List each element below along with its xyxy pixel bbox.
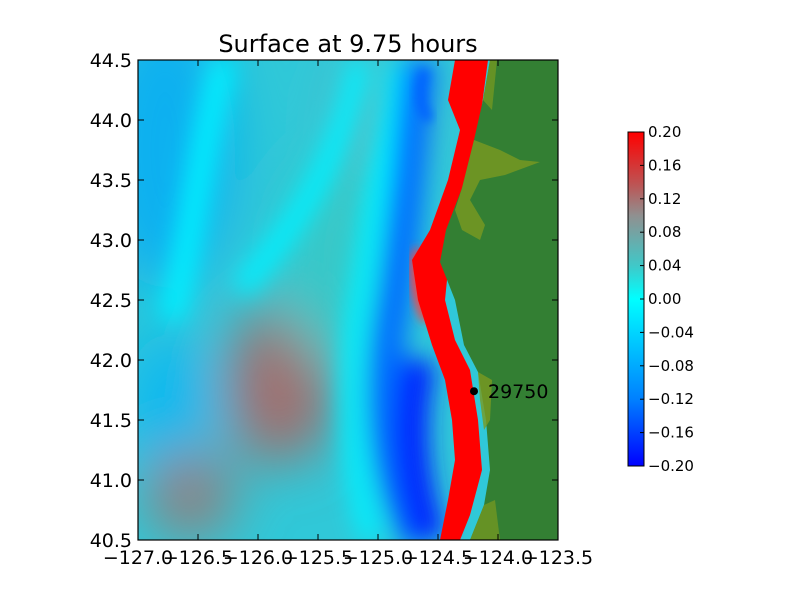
heatmap-field xyxy=(138,60,558,540)
x-tick-label: −124.5 xyxy=(403,547,473,569)
colorbar-tick-label: −0.08 xyxy=(648,357,694,375)
x-axis: −127.0−126.5−126.0−125.5−125.0−124.5−124… xyxy=(103,60,593,569)
y-tick-label: 43.0 xyxy=(90,230,132,252)
gauge-point xyxy=(470,387,478,396)
x-tick-label: −124.0 xyxy=(463,547,533,569)
y-tick-label: 43.5 xyxy=(90,170,132,192)
colorbar-tick-label: −0.12 xyxy=(648,390,694,408)
colorbar-tick-label: −0.20 xyxy=(648,457,694,475)
y-tick-label: 41.0 xyxy=(90,470,132,492)
colorbar-tick-label: −0.04 xyxy=(648,323,694,341)
colorbar-tick-label: 0.12 xyxy=(648,190,681,208)
colorbar-tick-label: 0.04 xyxy=(648,257,681,275)
x-tick-label: −126.0 xyxy=(223,547,293,569)
gauge-label: 2 xyxy=(488,381,500,403)
x-tick-label: −126.5 xyxy=(163,547,233,569)
chart-title: Surface at 9.75 hours xyxy=(218,30,477,58)
x-tick-label: −127.0 xyxy=(103,547,173,569)
y-tick-label: 44.0 xyxy=(90,110,132,132)
y-tick-label: 44.5 xyxy=(90,50,132,72)
colorbar-tick-label: −0.16 xyxy=(648,424,694,442)
colorbar-tick-label: 0.16 xyxy=(648,156,681,174)
colorbar-tick-label: 0.00 xyxy=(648,290,681,308)
y-tick-label: 42.0 xyxy=(90,350,132,372)
y-axis: 40.5 41.0 41.5 42.0 42.5 43.0 43.5 44.0 44.5 xyxy=(90,50,558,552)
x-tick-label: −123.5 xyxy=(523,547,593,569)
colorbar-ticks: −0.20 −0.16 −0.12 −0.08 −0.04 0.00 0.04 0.08 0.1… xyxy=(640,123,694,475)
y-tick-label: 42.5 xyxy=(90,290,132,312)
x-tick-label: −125.5 xyxy=(283,547,353,569)
gauge-label: 29750 xyxy=(488,381,548,403)
y-tick-label: 40.5 xyxy=(90,530,132,552)
y-tick-label: 41.5 xyxy=(90,410,132,432)
colorbar-tick-label: 0.20 xyxy=(648,123,681,141)
colorbar-tick-label: 0.08 xyxy=(648,223,681,241)
x-tick-label: −125.0 xyxy=(343,547,413,569)
